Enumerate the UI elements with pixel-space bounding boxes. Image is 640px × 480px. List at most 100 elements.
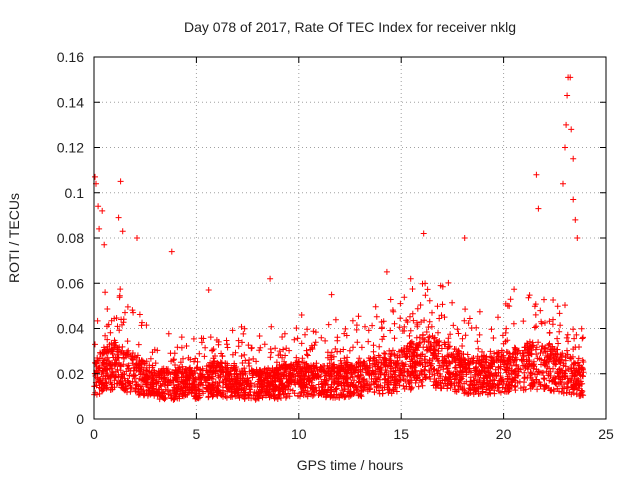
data-point [397, 367, 404, 374]
data-point [488, 357, 495, 364]
data-point [386, 355, 393, 362]
data-point [445, 279, 452, 286]
data-point [179, 366, 186, 373]
data-point [553, 355, 560, 362]
data-point [461, 357, 468, 364]
data-point [300, 382, 307, 389]
data-point [238, 353, 245, 359]
data-point [223, 394, 230, 401]
data-point [304, 352, 311, 359]
data-point [371, 388, 378, 395]
data-point [576, 368, 582, 375]
data-point [170, 396, 177, 403]
data-point [426, 333, 433, 340]
data-point [368, 381, 375, 388]
data-point [573, 331, 580, 338]
data-point [420, 344, 427, 351]
data-point [438, 345, 445, 352]
data-point [96, 390, 103, 397]
data-point [574, 386, 580, 393]
data-point [244, 377, 251, 384]
data-point [238, 386, 245, 393]
data-point [385, 373, 392, 380]
data-point [111, 337, 118, 344]
data-point [265, 389, 272, 396]
data-point [417, 355, 423, 362]
data-point [521, 374, 528, 381]
data-point [217, 390, 224, 397]
data-point [401, 345, 408, 351]
data-point [108, 317, 115, 324]
data-point [563, 121, 570, 128]
data-point [399, 372, 406, 379]
x-tick-label: 10 [291, 426, 307, 442]
data-point [492, 366, 499, 373]
data-point [195, 386, 202, 393]
data-point [577, 372, 584, 379]
data-point [99, 355, 106, 362]
data-point [149, 364, 156, 371]
data-point [465, 360, 472, 367]
data-point [234, 389, 241, 396]
data-point [131, 353, 138, 360]
data-point [354, 339, 361, 346]
data-point [92, 389, 99, 396]
data-point [537, 350, 544, 356]
data-point [441, 341, 448, 348]
data-point [136, 390, 143, 397]
data-point [114, 323, 121, 330]
data-point [114, 380, 121, 387]
data-point [137, 368, 144, 375]
data-point [537, 307, 544, 314]
data-point [118, 381, 125, 388]
data-point [284, 364, 290, 371]
data-point [264, 385, 271, 392]
data-point [452, 375, 459, 382]
data-point [433, 353, 440, 360]
data-point [426, 357, 433, 364]
data-point [162, 386, 169, 393]
data-point [350, 381, 357, 388]
data-point [141, 360, 148, 367]
data-point [302, 331, 308, 338]
data-point [297, 374, 304, 381]
data-point [422, 353, 429, 360]
data-point [218, 350, 225, 357]
data-point [392, 374, 399, 380]
data-point [564, 92, 571, 99]
data-point [94, 317, 101, 324]
data-point [124, 363, 131, 369]
data-point [420, 230, 427, 237]
data-point [375, 352, 382, 359]
data-point [307, 384, 314, 391]
data-point [314, 368, 321, 375]
data-point [452, 353, 459, 360]
data-point [434, 303, 441, 310]
data-point [534, 355, 541, 362]
data-point [128, 384, 135, 391]
data-point [407, 313, 413, 320]
data-point [137, 391, 143, 398]
data-point [272, 345, 279, 352]
data-point [143, 375, 150, 382]
data-point [119, 380, 126, 387]
data-point [132, 386, 139, 393]
data-point [564, 347, 570, 354]
data-point [506, 303, 513, 310]
data-point [231, 367, 238, 374]
data-point [418, 319, 425, 325]
data-point [133, 365, 140, 372]
data-point [183, 343, 190, 349]
data-point [187, 371, 194, 378]
data-point [207, 334, 214, 341]
data-point [505, 388, 512, 395]
data-point [391, 320, 398, 327]
data-point [178, 344, 185, 351]
data-point [132, 361, 139, 368]
data-point [356, 355, 363, 362]
data-point [261, 341, 268, 348]
data-point [256, 347, 263, 354]
data-point [235, 337, 242, 344]
data-point [215, 360, 222, 367]
